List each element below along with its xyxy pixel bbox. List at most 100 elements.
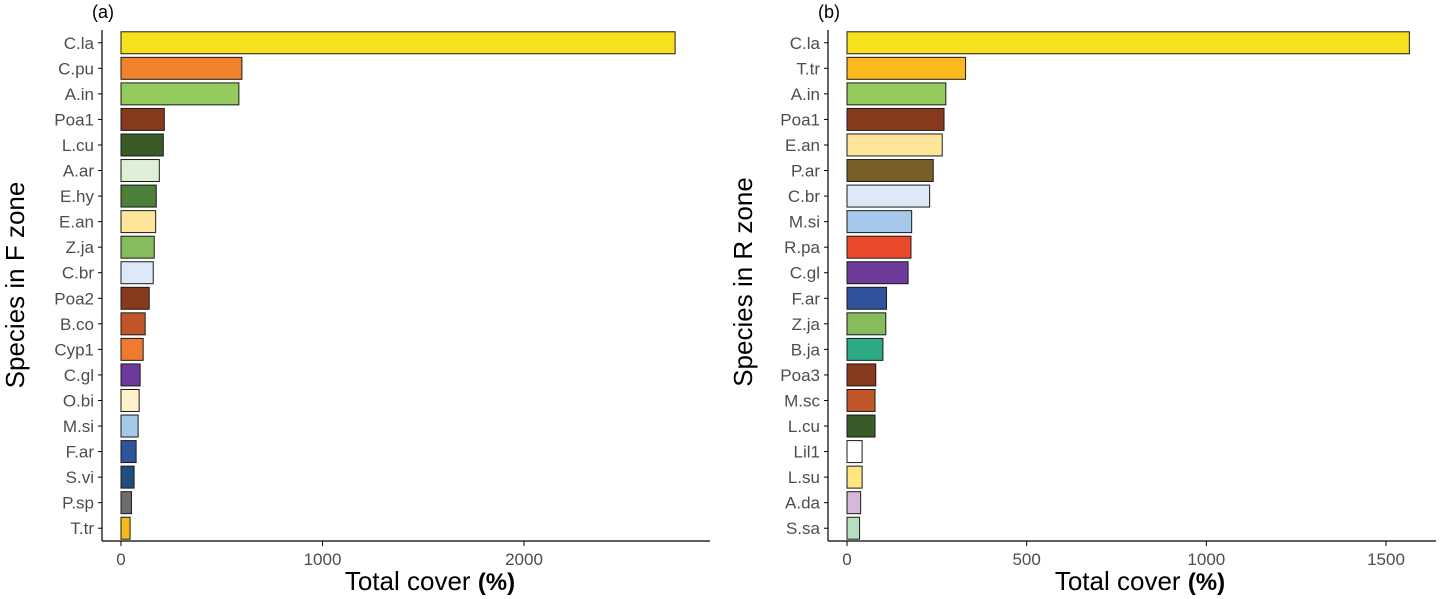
x-tick-label: 500 (1012, 550, 1040, 569)
bar (120, 31, 676, 55)
bar (846, 491, 862, 515)
bar (120, 159, 160, 183)
y-tick-label: C.la (64, 34, 95, 53)
y-axis-title: Species in R zone (728, 177, 758, 387)
x-tick-label: 1000 (1187, 550, 1225, 569)
y-tick-label: E.hy (60, 187, 95, 206)
x-tick-label: 1500 (1367, 550, 1405, 569)
y-tick-label: P.sp (62, 494, 94, 513)
bar (120, 210, 157, 234)
y-tick-label: A.da (785, 494, 821, 513)
y-tick-label: C.la (790, 34, 821, 53)
y-tick-label: M.si (789, 213, 820, 232)
bar (120, 184, 157, 208)
y-tick-label: S.vi (66, 468, 94, 487)
y-tick-label: Cyp1 (54, 340, 94, 359)
y-tick-label: M.sc (784, 391, 820, 410)
bar (120, 465, 135, 489)
y-tick-label: Lil1 (794, 443, 820, 462)
bar (846, 159, 934, 183)
panel-label: (a) (92, 2, 114, 22)
y-tick-label: A.ar (63, 162, 95, 181)
x-axis-title-text: Total cover (345, 566, 471, 596)
bar (120, 363, 141, 387)
bar (120, 388, 140, 412)
y-tick-label: F.ar (792, 289, 821, 308)
y-tick-label: L.su (788, 468, 820, 487)
y-tick-label: Poa3 (780, 366, 820, 385)
bar (846, 337, 884, 361)
bar (120, 312, 146, 336)
bar (846, 414, 876, 438)
y-tick-label: B.co (60, 315, 94, 334)
bar (120, 107, 165, 131)
bar (120, 440, 137, 464)
x-axis-title: Total cover (%) (1055, 566, 1225, 596)
x-tick-label: 0 (116, 550, 125, 569)
bar (846, 388, 876, 412)
y-tick-label: C.pu (58, 59, 94, 78)
bar (846, 133, 943, 157)
y-tick-label: C.gl (64, 366, 94, 385)
y-tick-label: C.gl (790, 264, 820, 283)
bar (120, 235, 155, 259)
bar (846, 286, 888, 310)
bar (120, 286, 150, 310)
x-tick-label: 0 (842, 550, 851, 569)
chart-panel-a: (a) C.la C.pu A.in Poa1 L.cu A.ar E.hy E.an Z.ja C… (0, 2, 710, 596)
y-tick-label: R.pa (784, 238, 820, 257)
bar (120, 82, 240, 106)
bar (846, 235, 912, 259)
y-tick-label: S.sa (786, 519, 821, 538)
bar (846, 184, 931, 208)
bar (846, 56, 967, 80)
bar (846, 31, 1410, 55)
x-tick-label: 2000 (505, 550, 543, 569)
y-tick-label: C.br (62, 264, 94, 283)
y-tick-label: Poa1 (54, 110, 94, 129)
bar (120, 56, 243, 80)
chart-panel-b: (b) C.la T.tr A.in Poa1 E.an P.ar C.br M.si R.pa C… (728, 2, 1436, 596)
y-tick-label: Z.ja (792, 315, 821, 334)
y-tick-label: Z.ja (66, 238, 95, 257)
bar (846, 440, 863, 464)
y-tick-label: P.ar (791, 162, 820, 181)
x-tick-label: 1000 (304, 550, 342, 569)
bar (846, 210, 913, 234)
y-axis-title: Species in F zone (0, 182, 30, 389)
bar (120, 414, 139, 438)
bar (120, 516, 131, 540)
bar (846, 516, 861, 540)
bar (846, 363, 877, 387)
panel-label: (b) (818, 2, 840, 22)
bar (846, 312, 887, 336)
bar (846, 107, 945, 131)
y-tick-label: F.ar (66, 443, 95, 462)
bar (846, 261, 909, 285)
bar (120, 491, 132, 515)
y-tick-label: B.ja (791, 340, 821, 359)
y-tick-label: C.br (788, 187, 820, 206)
y-tick-label: M.si (63, 417, 94, 436)
y-tick-label: Poa1 (780, 110, 820, 129)
x-axis-title: Total cover (%) (345, 566, 515, 596)
y-tick-label: A.in (65, 85, 94, 104)
y-tick-label: E.an (59, 213, 94, 232)
bar (120, 337, 144, 361)
y-tick-label: L.cu (788, 417, 820, 436)
x-axis-title-text: Total cover (1055, 566, 1181, 596)
bar (120, 261, 154, 285)
bar (120, 133, 164, 157)
bar (846, 82, 947, 106)
y-tick-label: T.tr (70, 519, 94, 538)
y-tick-label: E.an (785, 136, 820, 155)
x-axis-title-unit: (%) (478, 569, 515, 596)
y-tick-label: L.cu (62, 136, 94, 155)
x-axis-title-unit: (%) (1188, 569, 1225, 596)
y-tick-label: O.bi (63, 391, 94, 410)
y-tick-label: T.tr (796, 59, 820, 78)
bar (846, 465, 863, 489)
y-tick-label: A.in (791, 85, 820, 104)
y-tick-label: Poa2 (54, 289, 94, 308)
